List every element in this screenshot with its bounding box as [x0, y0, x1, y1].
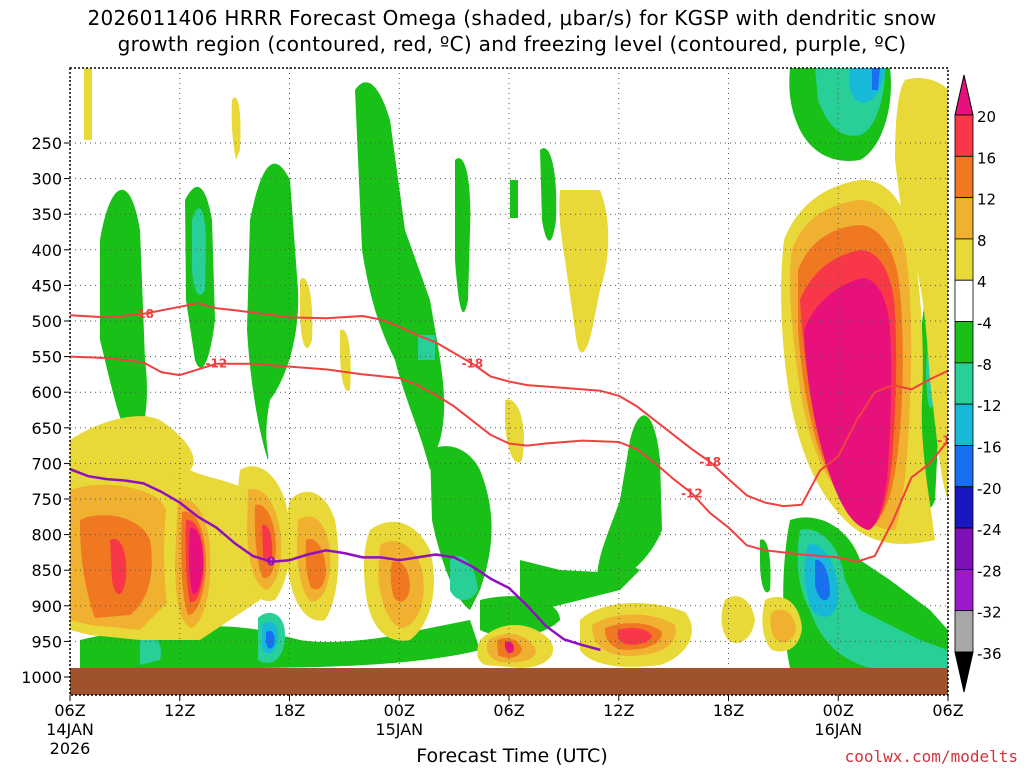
y-axis: 250 300 350 400 450 500 550 600 650 700 750 800 850 9…: [21, 134, 70, 687]
colorbar-label: -36: [977, 645, 1002, 663]
omega-negative-regions: [80, 68, 948, 668]
contour-label: 0: [267, 555, 275, 569]
ground-surface: [70, 668, 948, 695]
contour-line: [70, 467, 601, 652]
contour-line: [70, 355, 948, 563]
x-tick-label: 12Z: [164, 701, 195, 720]
x-tick-label: 00Z: [384, 701, 415, 720]
contour-label: -12: [681, 486, 703, 500]
y-tick-label: 250: [31, 134, 62, 153]
contour-label: -18: [462, 357, 484, 371]
colorbar-top-triangle: [954, 74, 974, 116]
y-tick-label: 300: [31, 170, 62, 189]
colorbar-segment: [954, 238, 974, 281]
y-tick-label: 850: [31, 561, 62, 580]
colorbar-segment: [954, 197, 974, 240]
colorbar-segment: [954, 610, 974, 653]
x-tick-label: 06Z: [493, 701, 524, 720]
x-tick-label: 06Z: [932, 701, 963, 720]
x-tick-date-label: 16JAN: [814, 720, 862, 739]
colorbar-segment: [954, 568, 974, 612]
y-tick-label: 750: [31, 490, 62, 509]
colorbar-label: -28: [977, 562, 1002, 580]
omega-positive-regions: [70, 68, 948, 668]
y-tick-label: 550: [31, 348, 62, 367]
colorbar-segment: [954, 362, 974, 405]
y-tick-label: 500: [31, 312, 62, 331]
colorbar-segment: [954, 155, 974, 199]
contour-line: [70, 302, 948, 508]
credit-link[interactable]: coolwx.com/modelts: [844, 747, 1018, 766]
colorbar-label: 16: [977, 149, 996, 167]
grid-lines: [70, 68, 948, 678]
colorbar-label: 20: [977, 108, 996, 126]
colorbar-label: -12: [977, 397, 1002, 415]
x-tick-date-label: 15JAN: [375, 720, 423, 739]
colorbar-segment: [954, 279, 974, 322]
colorbar-segment: [954, 527, 974, 570]
colorbar-label: 4: [977, 273, 987, 291]
contour-label: -12: [937, 434, 959, 448]
colorbar-label: -16: [977, 438, 1002, 456]
x-tick-label: 00Z: [823, 701, 854, 720]
contour-lines: -18 -18 -18 -12 -12 -12 0: [70, 302, 959, 652]
colorbar-label: -8: [977, 356, 992, 374]
colorbar-segment: [954, 321, 974, 364]
y-tick-label: 450: [31, 276, 62, 295]
y-tick-label: 600: [31, 383, 62, 402]
chart-title-line1: 2026011406 HRRR Forecast Omega (shaded, …: [87, 6, 937, 30]
x-tick-label: 12Z: [603, 701, 634, 720]
contour-label: -18: [132, 307, 154, 321]
y-tick-label: 900: [31, 597, 62, 616]
colorbar-label: -24: [977, 521, 1002, 539]
y-tick-label: 650: [31, 419, 62, 438]
colorbar-label: -32: [977, 604, 1002, 622]
chart-title-line2: growth region (contoured, red, ºC) and f…: [117, 32, 907, 56]
y-tick-label: 950: [31, 632, 62, 651]
colorbar-segment: [954, 114, 974, 157]
x-tick-label: 06Z: [54, 701, 85, 720]
colorbar-segment: [954, 403, 974, 446]
x-tick-label: 18Z: [274, 701, 305, 720]
y-tick-label: 400: [31, 241, 62, 260]
omega-shading: [70, 68, 948, 668]
colorbar-segment: [954, 486, 974, 529]
contour-label: -12: [205, 357, 227, 371]
contour-label: -18: [699, 455, 721, 469]
colorbar-label: -20: [977, 480, 1002, 498]
y-tick-label: 800: [31, 526, 62, 545]
y-tick-label: 700: [31, 454, 62, 473]
y-tick-label: 350: [31, 205, 62, 224]
x-tick-label: 18Z: [713, 701, 744, 720]
colorbar-segment: [954, 445, 974, 488]
colorbar-label: 8: [977, 232, 987, 250]
colorbar-bottom-triangle: [954, 651, 974, 693]
colorbar-label: 12: [977, 191, 996, 209]
x-tick-year-label: 2026: [50, 739, 91, 758]
colorbar: 20 16 12 8 4 -4 -8 -12 -16 -20 -24 -28 -32 -36: [954, 74, 1002, 693]
x-tick-date-label: 14JAN: [46, 720, 94, 739]
y-tick-label: 1000: [21, 668, 62, 687]
colorbar-label: -4: [977, 315, 992, 333]
x-axis-label: Forecast Time (UTC): [416, 745, 608, 767]
